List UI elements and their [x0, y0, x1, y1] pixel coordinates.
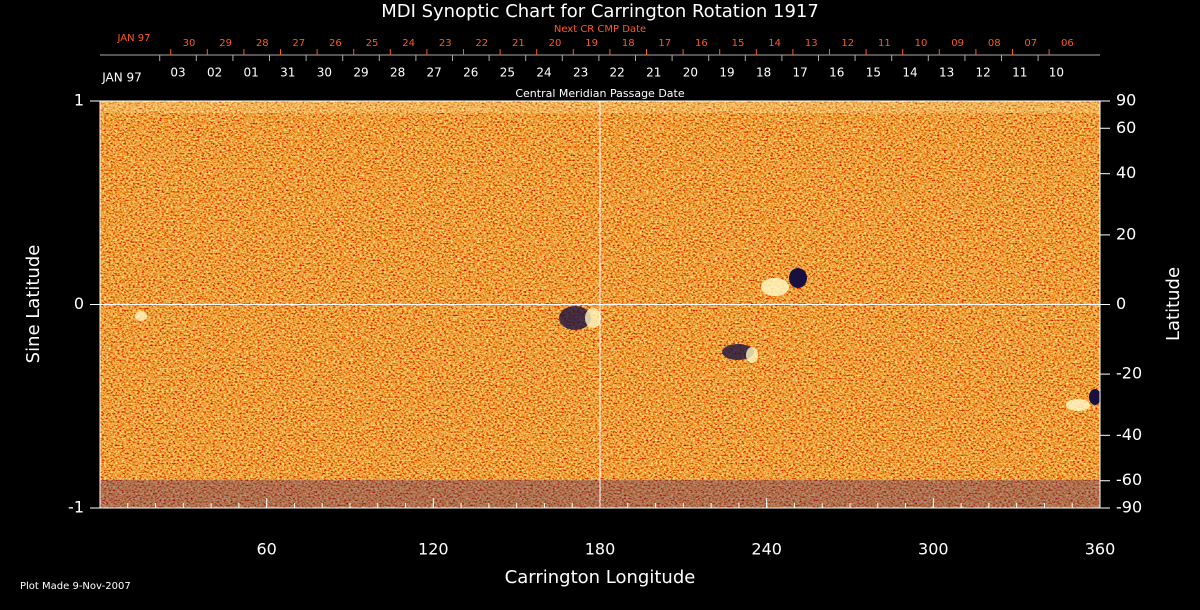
y2-tick-label: 90: [1116, 91, 1136, 110]
y2-tick-label: -90: [1116, 498, 1142, 517]
next_axis-date: 11: [878, 38, 891, 49]
cmp_axis-date: 28: [390, 66, 405, 80]
next_axis-date: 17: [658, 38, 671, 49]
cmp_axis-date: 18: [756, 66, 771, 80]
chart-title: MDI Synoptic Chart for Carrington Rotati…: [381, 1, 819, 22]
spot: [585, 308, 601, 328]
next_axis-date: 07: [1024, 38, 1037, 49]
y-tick-label: 1: [74, 91, 84, 110]
next_axis-date: 08: [988, 38, 1001, 49]
cmp_axis-date: 19: [719, 66, 734, 80]
cmp_axis-date: 24: [536, 66, 551, 80]
x-tick-label: 240: [751, 540, 782, 559]
spot: [722, 344, 754, 360]
next_axis-date: 12: [841, 38, 854, 49]
next_axis-date: 24: [402, 38, 415, 49]
cmp_axis-date: 03: [170, 66, 185, 80]
next_axis-date: 13: [805, 38, 818, 49]
cmp_axis-date: 23: [573, 66, 588, 80]
x-tick-label: 180: [585, 540, 616, 559]
y-tick-label: 0: [74, 294, 84, 313]
x-tick-label: 120: [418, 540, 449, 559]
y2-tick-label: -60: [1116, 470, 1142, 489]
y2-tick-label: -20: [1116, 364, 1142, 383]
cmp_axis-date: 21: [646, 66, 661, 80]
next_axis-date: 16: [695, 38, 708, 49]
cmp_axis-date: 17: [793, 66, 808, 80]
next_axis-date: 09: [951, 38, 964, 49]
next_axis-date: 26: [329, 38, 342, 49]
cmp_axis-date: 12: [976, 66, 991, 80]
cmp-start-label: JAN 97: [101, 71, 142, 85]
cmp_axis-date: 01: [244, 66, 259, 80]
cmp_axis-date: 29: [353, 66, 368, 80]
next_axis-date: 19: [585, 38, 598, 49]
spot: [789, 268, 807, 288]
next_axis-date: 15: [732, 38, 745, 49]
cmp-axis-label: Central Meridian Passage Date: [515, 87, 684, 100]
cmp_axis-date: 15: [866, 66, 881, 80]
x-tick-label: 360: [1085, 540, 1116, 559]
footer: Plot Made 9-Nov-2007: [20, 581, 131, 592]
cmp_axis-date: 14: [902, 66, 917, 80]
spot: [135, 311, 147, 321]
y2-tick-label: 20: [1116, 224, 1136, 243]
next_axis-date: 20: [549, 38, 562, 49]
next_axis-date: 29: [219, 38, 232, 49]
cmp_axis-date: 11: [1012, 66, 1027, 80]
next_axis-date: 28: [256, 38, 269, 49]
cmp_axis-date: 02: [207, 66, 222, 80]
cmp_axis-date: 20: [683, 66, 698, 80]
cmp_axis-date: 25: [500, 66, 515, 80]
next_axis-date: 30: [183, 38, 196, 49]
next_axis-date: 23: [439, 38, 452, 49]
next-axis-label: Next CR CMP Date: [554, 24, 646, 35]
next_axis-date: 18: [622, 38, 635, 49]
spot: [1089, 389, 1101, 405]
cmp_axis-date: 13: [939, 66, 954, 80]
y2-axis-label: Latitude: [1163, 267, 1184, 341]
spot: [746, 347, 758, 363]
next_axis-date: 14: [768, 38, 781, 49]
next_axis-date: 10: [915, 38, 928, 49]
spot: [1066, 399, 1090, 411]
cmp_axis-date: 22: [610, 66, 625, 80]
next_axis-date: 21: [512, 38, 525, 49]
next_axis-date: 25: [366, 38, 379, 49]
cmp_axis-date: 31: [280, 66, 295, 80]
y2-tick-label: 60: [1116, 118, 1136, 137]
x-tick-label: 60: [256, 540, 276, 559]
spot: [559, 306, 591, 330]
spot: [761, 278, 789, 296]
y2-tick-label: -40: [1116, 425, 1142, 444]
cmp_axis-date: 16: [829, 66, 844, 80]
y-tick-label: -1: [68, 498, 84, 517]
cmp_axis-date: 27: [427, 66, 442, 80]
x-axis-label: Carrington Longitude: [505, 567, 696, 588]
next_axis-date: 06: [1061, 38, 1074, 49]
y2-tick-label: 0: [1116, 294, 1126, 313]
y-axis-label: Sine Latitude: [23, 245, 44, 364]
next-start-label: JAN 97: [117, 33, 151, 44]
cmp_axis-date: 26: [463, 66, 478, 80]
cmp_axis-date: 30: [317, 66, 332, 80]
cmp_axis-date: 10: [1049, 66, 1064, 80]
next_axis-date: 22: [475, 38, 488, 49]
next_axis-date: 27: [292, 38, 305, 49]
y2-tick-label: 40: [1116, 163, 1136, 182]
x-tick-label: 300: [918, 540, 949, 559]
